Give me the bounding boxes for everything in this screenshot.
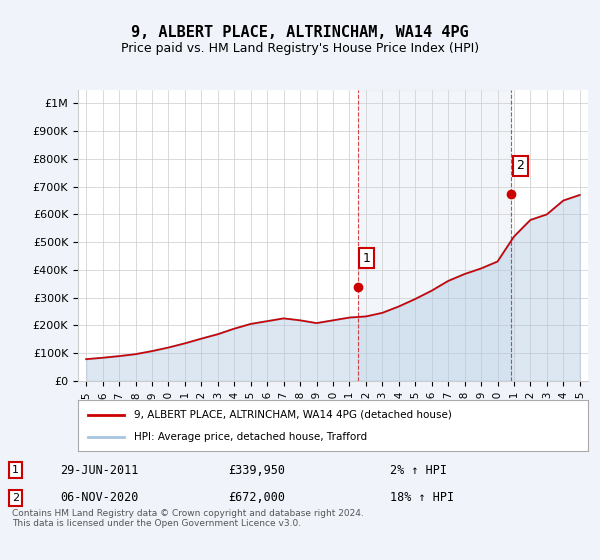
- Text: Contains HM Land Registry data © Crown copyright and database right 2024.
This d: Contains HM Land Registry data © Crown c…: [12, 509, 364, 528]
- Text: 1: 1: [362, 251, 370, 264]
- Text: 2% ↑ HPI: 2% ↑ HPI: [390, 464, 447, 477]
- Text: £339,950: £339,950: [228, 464, 285, 477]
- Text: HPI: Average price, detached house, Trafford: HPI: Average price, detached house, Traf…: [134, 432, 367, 442]
- Text: 29-JUN-2011: 29-JUN-2011: [60, 464, 139, 477]
- Bar: [358, 90, 511, 381]
- Text: 9, ALBERT PLACE, ALTRINCHAM, WA14 4PG: 9, ALBERT PLACE, ALTRINCHAM, WA14 4PG: [131, 25, 469, 40]
- Text: 06-NOV-2020: 06-NOV-2020: [60, 492, 139, 505]
- Text: 1: 1: [12, 465, 19, 475]
- Text: Price paid vs. HM Land Registry's House Price Index (HPI): Price paid vs. HM Land Registry's House …: [121, 42, 479, 55]
- Text: 2: 2: [12, 493, 19, 503]
- Text: £672,000: £672,000: [228, 492, 285, 505]
- Text: 2: 2: [517, 160, 524, 172]
- Text: 18% ↑ HPI: 18% ↑ HPI: [390, 492, 454, 505]
- Text: 9, ALBERT PLACE, ALTRINCHAM, WA14 4PG (detached house): 9, ALBERT PLACE, ALTRINCHAM, WA14 4PG (d…: [134, 409, 452, 419]
